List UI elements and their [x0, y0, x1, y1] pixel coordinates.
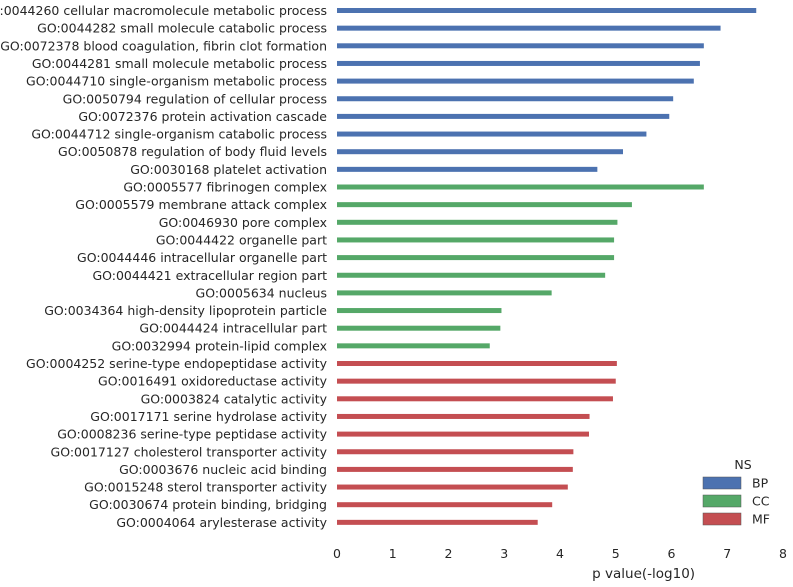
bar: [337, 361, 617, 366]
bar: [337, 8, 757, 13]
category-label: GO:0016491 oxidoreductase activity: [98, 374, 328, 389]
bar: [337, 237, 615, 243]
bar: [337, 60, 700, 66]
category-label: GO:0032994 protein-lipid complex: [112, 338, 327, 353]
bar: [337, 96, 674, 102]
category-label: GO:0046930 pore complex: [159, 215, 327, 230]
category-label: GO:0015248 sterol transporter activity: [84, 480, 327, 495]
category-label: GO:0005579 membrane attack complex: [75, 197, 327, 212]
x-tick-label: 5: [612, 546, 620, 561]
x-tick-label: 4: [556, 546, 564, 561]
category-label: GO:0008236 serine-type peptidase activit…: [57, 427, 327, 442]
bar: [337, 219, 618, 225]
category-label: GO:0072378 blood coagulation, fibrin clo…: [0, 38, 327, 53]
x-tick-label: 7: [723, 546, 731, 561]
category-label: GO:0017171 serine hydrolase activity: [90, 409, 327, 424]
bar: [337, 184, 704, 190]
category-label: GO:0044712 single-organism catabolic pro…: [31, 127, 327, 142]
category-label: GO:0044421 extracellular region part: [92, 268, 327, 283]
x-axis-label: p value(-log10): [592, 566, 695, 582]
category-label: GO:0017127 cholesterol transporter activ…: [51, 444, 328, 459]
bar: [337, 378, 616, 384]
bar: [337, 484, 568, 490]
category-label: GO:0030674 protein binding, bridging: [89, 497, 327, 512]
legend-label-bp: BP: [752, 476, 769, 491]
category-label: GO:0030168 platelet activation: [130, 162, 327, 177]
legend-swatch-cc: [702, 494, 742, 508]
category-label: GO:0003676 nucleic acid binding: [119, 462, 327, 477]
category-label: GO:0044710 single-organism metabolic pro…: [26, 74, 327, 89]
bar: [337, 519, 538, 525]
bar: [337, 149, 623, 155]
category-label: GO:0050794 regulation of cellular proces…: [63, 91, 327, 106]
bar: [337, 78, 694, 84]
x-tick-label: 1: [389, 546, 397, 561]
bar: [337, 449, 574, 455]
legend-label-cc: CC: [752, 494, 770, 509]
category-label: GO:0005634 nucleus: [196, 285, 327, 300]
bar: [337, 396, 613, 402]
legend-title: NS: [734, 457, 751, 472]
bar: [337, 25, 721, 31]
category-label: GO:0004064 arylesterase activity: [116, 515, 327, 530]
legend-swatch-mf: [702, 512, 742, 526]
category-label: GO:0044281 small molecule metabolic proc…: [32, 56, 327, 71]
category-label: GO:0050878 regulation of body fluid leve…: [58, 144, 327, 159]
bar: [337, 202, 632, 208]
bar: [337, 290, 552, 296]
legend-label-mf: MF: [752, 512, 770, 527]
category-label: GO:0004252 serine-type endopeptidase act…: [26, 356, 328, 371]
x-tick-label: 6: [668, 546, 676, 561]
x-tick-label: 3: [500, 546, 508, 561]
category-label: GO:0044282 small molecule catabolic proc…: [37, 21, 327, 36]
category-label: GO:0005577 fibrinogen complex: [123, 180, 327, 195]
bar: [337, 502, 553, 508]
bar: [337, 325, 501, 331]
bar: [337, 255, 615, 261]
bar: [337, 413, 590, 419]
category-label: GO:0044424 intracellular part: [139, 321, 327, 336]
category-label: GO:0034364 high-density lipoprotein part…: [44, 303, 327, 318]
bar: [337, 113, 670, 119]
category-label: GO:0044260 cellular macromolecule metabo…: [0, 3, 327, 18]
category-label: GO:0072376 protein activation cascade: [78, 109, 327, 124]
legend: NS BP CC MF: [702, 457, 770, 527]
legend-swatch-bp: [702, 476, 742, 490]
bar: [337, 131, 647, 137]
bar: [337, 431, 589, 437]
bar: [337, 308, 502, 314]
bar: [337, 43, 704, 49]
x-tick-label: 2: [445, 546, 453, 561]
bar: [337, 466, 573, 472]
category-label: GO:0044422 organelle part: [156, 232, 327, 247]
x-axis-ticks: 0 1 2 3 4 5 6 7 8: [333, 546, 787, 561]
category-label: GO:0003824 catalytic activity: [141, 391, 328, 406]
bars-group: [337, 8, 757, 525]
category-labels: GO:0044260 cellular macromolecule metabo…: [0, 3, 328, 530]
bar: [337, 343, 490, 349]
bar: [337, 166, 598, 172]
category-label: GO:0044446 intracellular organelle part: [77, 250, 327, 265]
bar: [337, 272, 606, 278]
x-tick-label: 0: [333, 546, 341, 561]
x-tick-label: 8: [779, 546, 787, 561]
